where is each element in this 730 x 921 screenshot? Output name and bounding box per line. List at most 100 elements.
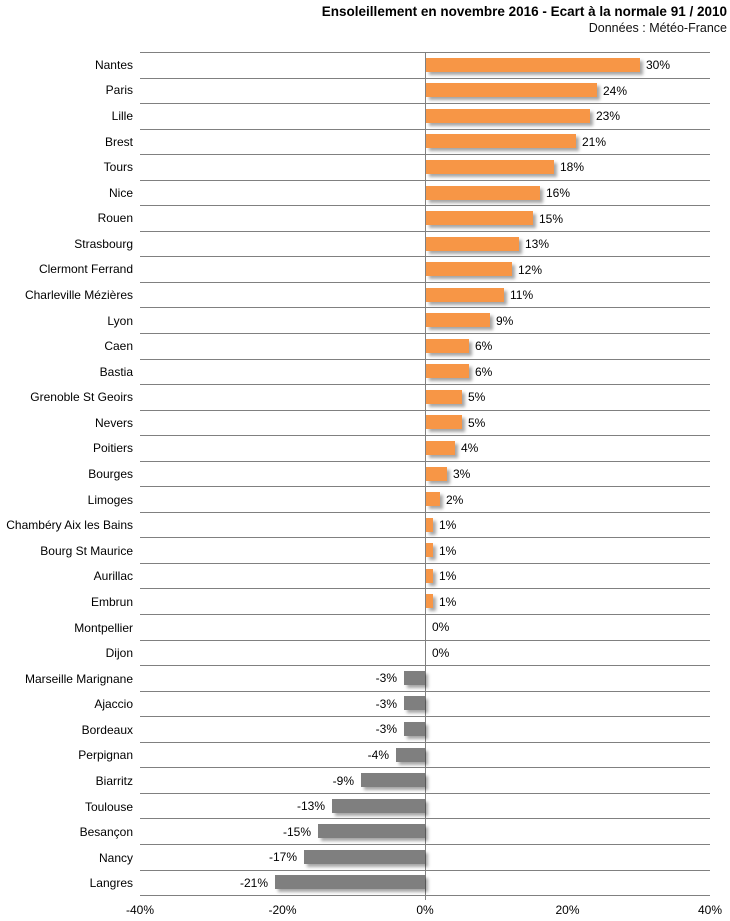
category-label: Paris: [105, 83, 133, 98]
negative-bar: [404, 721, 425, 736]
category-label: Ajaccio: [94, 697, 133, 712]
category-label: Bourges: [88, 467, 133, 482]
category-label: Aurillac: [93, 569, 133, 584]
positive-bar: [426, 543, 433, 558]
value-label: 0%: [432, 645, 450, 660]
value-label: 12%: [518, 262, 543, 277]
value-label: 5%: [468, 390, 486, 405]
negative-bar: [396, 747, 425, 762]
value-label: -15%: [282, 824, 311, 839]
x-axis-tick-label: 0%: [416, 903, 434, 917]
value-label: -3%: [375, 671, 397, 686]
value-label: 24%: [603, 83, 628, 98]
category-label: Bastia: [99, 364, 133, 379]
positive-bar: [426, 338, 469, 353]
value-label: 21%: [582, 134, 607, 149]
chart-subtitle: Données : Météo-France: [588, 20, 727, 35]
category-label: Chambéry Aix les Bains: [6, 518, 133, 533]
negative-bar: [361, 773, 425, 788]
category-label: Limoges: [87, 492, 133, 507]
positive-bar: [426, 594, 433, 609]
value-label: 1%: [439, 569, 457, 584]
value-label: 16%: [546, 186, 571, 200]
value-label: -13%: [296, 799, 325, 814]
positive-bar: [426, 262, 512, 277]
positive-bar: [426, 313, 490, 328]
category-label: Nevers: [94, 415, 133, 430]
category-label: Nice: [108, 185, 133, 200]
category-label: Lyon: [107, 313, 133, 328]
chart-header: Ensoleillement en novembre 2016 - Ecart …: [322, 4, 727, 37]
category-label: Besançon: [79, 825, 133, 840]
negative-bar: [404, 670, 425, 685]
value-label: 6%: [475, 339, 493, 354]
category-label: Perpignan: [78, 748, 133, 763]
category-label: Grenoble St Geoirs: [30, 390, 133, 405]
category-label: Nantes: [94, 57, 133, 72]
zero-gridline: [425, 53, 426, 896]
positive-bar: [426, 236, 519, 251]
positive-bar: [426, 159, 554, 174]
value-label: 4%: [461, 441, 479, 456]
positive-bar: [426, 440, 455, 455]
value-label: 6%: [475, 364, 493, 379]
positive-bar: [426, 389, 462, 404]
value-label: -17%: [268, 850, 297, 865]
zero-axis-tick: [425, 896, 426, 900]
value-label: 0%: [432, 620, 450, 635]
category-labels: Nantes Paris Lille Brest Tours Nice Rouen Stras…: [0, 52, 140, 896]
positive-bar: [426, 211, 533, 226]
negative-bar: [318, 824, 425, 839]
category-label: Poitiers: [92, 441, 133, 456]
positive-bar: [426, 415, 462, 430]
category-label: Bordeaux: [81, 722, 133, 737]
category-label: Charleville Mézières: [24, 287, 133, 302]
category-label: Montpellier: [74, 620, 133, 635]
positive-bar: [426, 185, 540, 200]
positive-bar: [426, 492, 440, 507]
value-label: 30%: [646, 58, 671, 73]
positive-bar: [426, 364, 469, 379]
value-label: 9%: [496, 313, 514, 328]
category-label: Dijon: [105, 646, 133, 661]
category-label: Marseille Marignane: [24, 671, 133, 686]
x-axis-labels: -40% -20% 0% 20% 40%: [126, 898, 722, 918]
value-label: 2%: [446, 492, 464, 507]
plot-area: 30% 24% 23% 21% 18% 16% 15% 13% 12% 11% 9% 6% 6% 5% 5%…: [140, 52, 710, 900]
positive-bar: [426, 466, 447, 481]
category-label: Langres: [89, 876, 133, 891]
category-label: Embrun: [90, 594, 133, 609]
negative-bar: [332, 798, 425, 813]
value-label: -3%: [375, 722, 397, 737]
value-label: 18%: [560, 160, 585, 175]
negative-bar: [304, 849, 425, 864]
positive-bar: [426, 287, 504, 302]
category-label: Biarritz: [95, 773, 133, 788]
value-label: -21%: [239, 875, 268, 890]
value-label: -4%: [367, 748, 389, 763]
value-label: 15%: [539, 211, 564, 226]
positive-bar: [426, 108, 590, 123]
value-label: 1%: [439, 543, 457, 558]
category-label: Nancy: [98, 850, 133, 865]
positive-bar: [426, 57, 640, 72]
value-label: -3%: [375, 696, 397, 711]
x-axis-tick-label: 40%: [697, 903, 723, 917]
value-label: -9%: [332, 773, 354, 788]
negative-bar: [404, 696, 425, 711]
category-label: Tours: [103, 160, 133, 175]
value-label: 3%: [453, 467, 471, 482]
positive-bar: [426, 134, 576, 149]
negative-bar: [275, 875, 425, 890]
category-label: Toulouse: [84, 799, 133, 814]
category-label: Clermont Ferrand: [38, 262, 133, 277]
value-label: 11%: [510, 288, 534, 303]
positive-bar: [426, 517, 433, 532]
category-label: Rouen: [97, 211, 133, 226]
x-axis-tick-label: -20%: [268, 903, 297, 917]
category-label: Strasbourg: [74, 236, 133, 251]
category-label: Brest: [104, 134, 133, 149]
value-label: 13%: [525, 237, 550, 252]
category-label: Lille: [111, 108, 133, 123]
